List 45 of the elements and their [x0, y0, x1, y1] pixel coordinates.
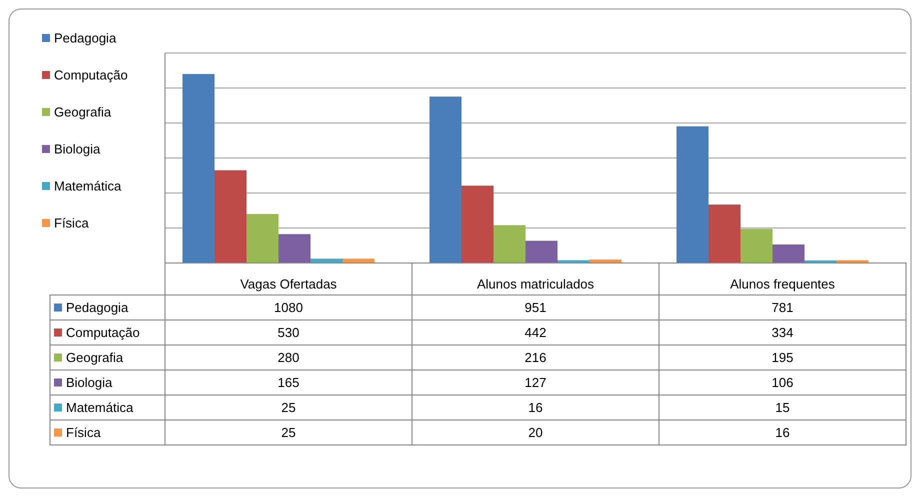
data-label: 25	[281, 400, 296, 416]
text: Biologia	[66, 375, 112, 390]
bar	[182, 74, 214, 263]
legend-label: Biologia	[54, 142, 102, 157]
bar	[462, 186, 494, 263]
text: Geografia	[54, 104, 112, 120]
data-label: 280	[278, 350, 300, 366]
data-label: 16	[528, 400, 543, 416]
text: Computação	[54, 68, 128, 83]
text: Física	[66, 425, 101, 440]
text: Pedagogia	[54, 30, 116, 46]
bar	[494, 225, 526, 263]
data-label: 195	[772, 350, 794, 366]
x-tick-label: Alunos matriculados	[476, 276, 595, 292]
legend-label: Pedagogia	[66, 300, 129, 316]
bar	[740, 228, 772, 263]
legend-label: Matemática	[54, 178, 122, 194]
data-label: 25	[281, 425, 296, 440]
data-label: 127	[524, 375, 546, 390]
data-label: 16	[775, 425, 790, 440]
data-label: 216	[524, 350, 546, 366]
data-label: 781	[772, 300, 794, 316]
data-label: 165	[278, 375, 300, 390]
legend-label: Física	[54, 216, 90, 231]
bar	[772, 244, 804, 263]
bar	[246, 214, 278, 263]
bar	[676, 126, 708, 263]
data-label: 530	[278, 325, 300, 340]
data-label: 106	[772, 375, 794, 390]
bar	[526, 240, 558, 263]
data-label: 951	[524, 300, 546, 316]
legend-label: Computação	[66, 325, 140, 340]
bar	[708, 204, 740, 263]
data-label: 15	[775, 400, 790, 416]
bar	[278, 234, 310, 263]
data-label: 442	[524, 325, 546, 340]
text: Matemática	[66, 400, 134, 416]
x-tick-label: Vagas Ofertadas	[240, 276, 338, 292]
data-label: 20	[528, 425, 543, 440]
legend-label: Geografia	[66, 350, 124, 366]
data-label: 334	[772, 325, 794, 340]
x-tick-label: Alunos frequentes	[730, 276, 836, 292]
bar	[214, 170, 246, 263]
bar	[430, 96, 462, 263]
data-label: 1080	[274, 300, 303, 316]
